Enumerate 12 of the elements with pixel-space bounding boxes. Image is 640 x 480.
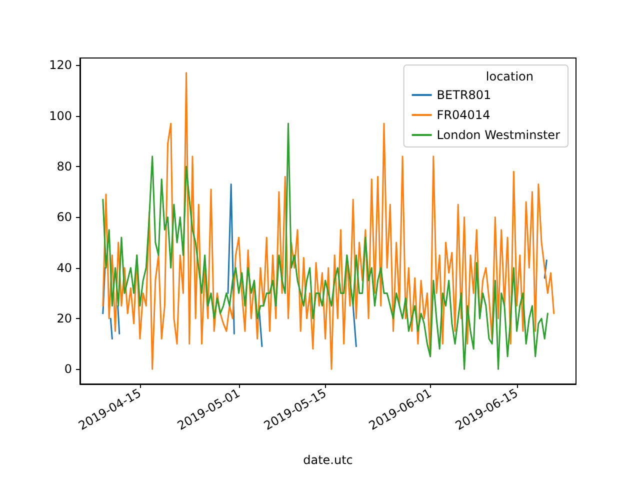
y-tick-label: 60 xyxy=(56,210,72,224)
legend-label: BETR801 xyxy=(436,88,492,102)
y-tick-label: 80 xyxy=(56,160,72,174)
legend-label: FR04014 xyxy=(436,108,490,122)
y-tick-label: 120 xyxy=(49,58,72,72)
y-tick-label: 100 xyxy=(49,108,72,123)
y-tick-label: 20 xyxy=(56,312,72,326)
y-tick-label: 40 xyxy=(56,260,72,275)
y-tick-label: 0 xyxy=(64,362,72,376)
x-axis-title: date.utc xyxy=(303,453,353,467)
legend-label: London Westminster xyxy=(436,128,560,142)
legend-title: location xyxy=(486,70,534,84)
